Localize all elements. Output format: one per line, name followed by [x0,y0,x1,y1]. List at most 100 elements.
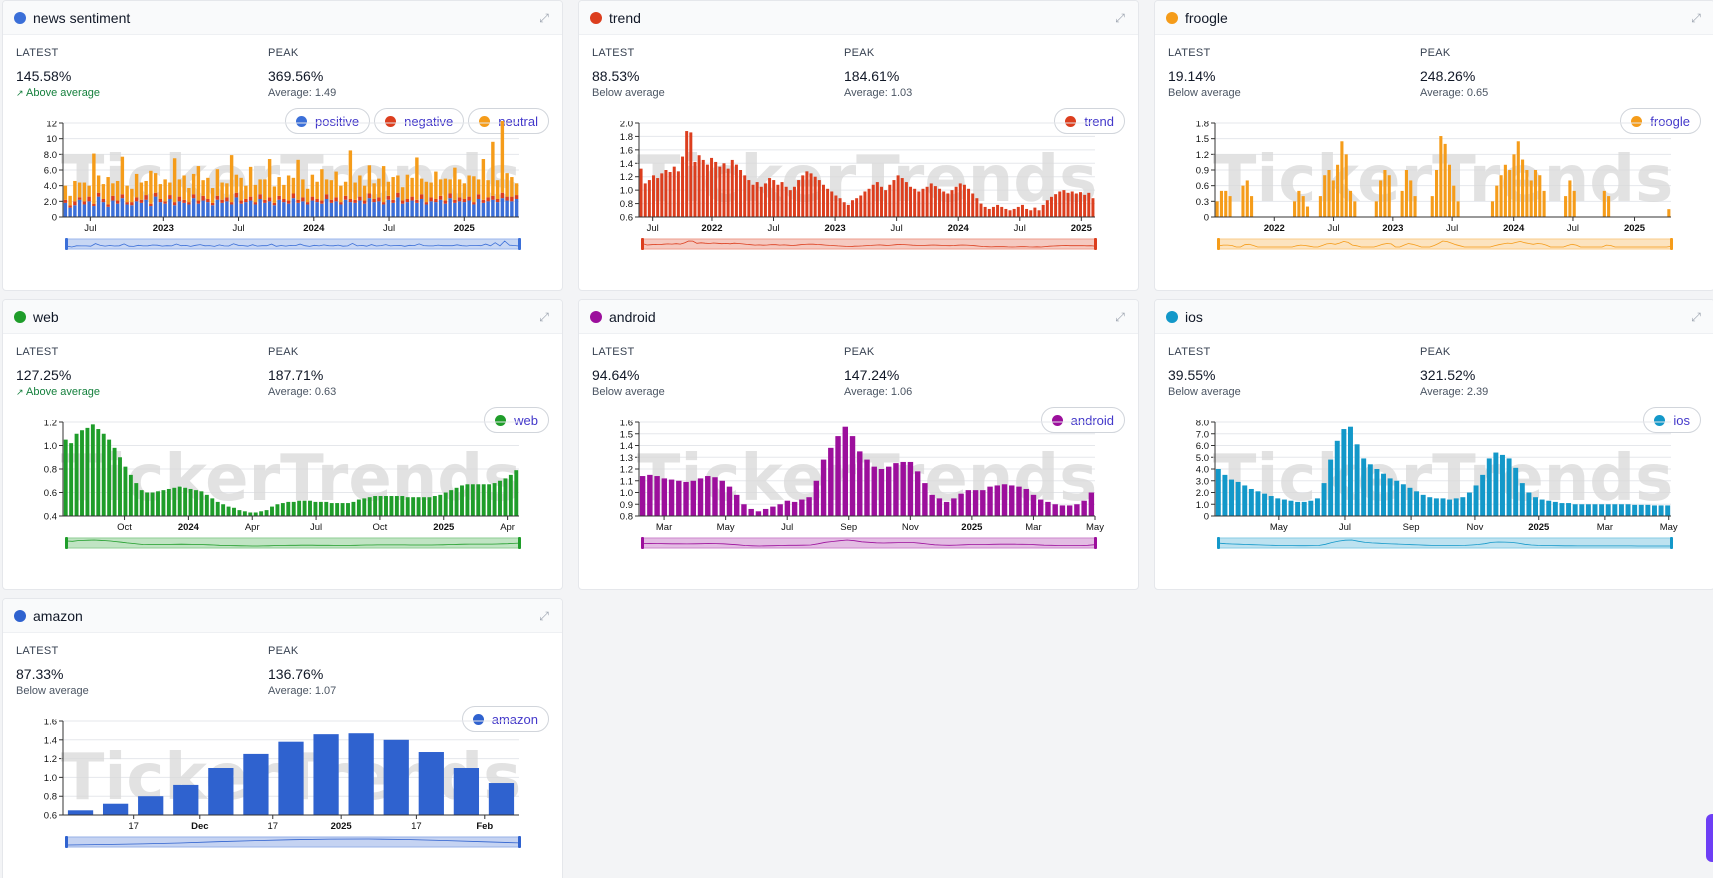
bar-positive[interactable] [191,198,196,217]
bar-positive[interactable] [134,201,139,217]
bar-android[interactable] [683,481,689,516]
bar-trend[interactable] [880,186,884,217]
navigator-window[interactable] [66,537,520,549]
bar-positive[interactable] [120,198,125,217]
bar-positive[interactable] [415,202,419,217]
bar-neutral[interactable] [63,185,68,200]
bar-ios[interactable] [1506,458,1512,516]
bar-positive[interactable] [239,203,243,217]
bar-android[interactable] [734,494,740,516]
navigator-handle-right[interactable] [518,238,521,250]
bar-web[interactable] [112,447,117,516]
bar-negative[interactable] [434,198,438,203]
bar-android[interactable] [994,485,1000,516]
bar-ios[interactable] [1480,474,1486,516]
bar-amazon[interactable] [418,752,444,815]
bar-android[interactable] [864,459,870,516]
bar-positive[interactable] [381,204,386,217]
bar-neutral[interactable] [320,169,324,201]
bar-trend[interactable] [842,202,846,217]
bar-android[interactable] [980,490,986,516]
bar-froogle[interactable] [1413,196,1417,217]
bar-android[interactable] [972,490,979,516]
bar-trend[interactable] [714,161,718,217]
bar-ios[interactable] [1414,491,1420,516]
bar-neutral[interactable] [396,175,400,193]
bar-negative[interactable] [367,193,372,199]
bar-negative[interactable] [510,196,514,202]
navigator-handle-right[interactable] [1094,537,1097,549]
bar-ios[interactable] [1592,504,1598,516]
bar-froogle[interactable] [1241,185,1245,217]
bar-ios[interactable] [1420,494,1426,516]
bar-trend[interactable] [1045,200,1049,217]
bar-web[interactable] [199,491,204,516]
bar-trend[interactable] [975,198,979,217]
bar-froogle[interactable] [1602,190,1606,217]
bar-web[interactable] [264,510,269,516]
bar-android[interactable] [639,476,646,516]
bar-positive[interactable] [286,203,291,217]
bar-trend[interactable] [1004,208,1008,217]
bar-web[interactable] [465,484,470,516]
expand-icon[interactable]: ⤢ [539,10,549,25]
bar-negative[interactable] [139,199,144,203]
bar-amazon[interactable] [208,768,234,815]
bar-neutral[interactable] [291,177,296,194]
bar-trend[interactable] [772,180,776,217]
bar-neutral[interactable] [410,177,414,197]
bar-negative[interactable] [115,200,120,204]
bar-ios[interactable] [1638,504,1644,516]
bar-neutral[interactable] [220,182,224,200]
bar-neutral[interactable] [438,179,443,196]
bar-android[interactable] [922,483,928,516]
bar-positive[interactable] [396,197,400,217]
bar-positive[interactable] [215,199,220,217]
bar-web[interactable] [508,474,513,516]
bar-android[interactable] [893,463,899,516]
bar-neutral[interactable] [514,183,519,196]
bar-android[interactable] [676,480,682,516]
bar-web[interactable] [204,494,209,516]
legend-toggle-android[interactable]: android [1040,407,1125,433]
bar-web[interactable] [470,484,475,516]
bar-positive[interactable] [177,201,182,217]
bar-web[interactable] [389,496,394,516]
bar-positive[interactable] [481,202,486,217]
bar-web[interactable] [85,427,90,516]
navigator-handle-right[interactable] [1670,238,1673,250]
bar-ios[interactable] [1427,497,1433,516]
bar-positive[interactable] [443,203,448,217]
bar-ios[interactable] [1334,440,1340,516]
bar-positive[interactable] [115,203,120,217]
bar-android[interactable] [813,480,820,516]
bar-negative[interactable] [120,194,125,199]
bar-trend[interactable] [676,171,680,217]
bar-ios[interactable] [1559,503,1565,516]
legend-toggle-neutral[interactable]: neutral [468,108,549,134]
bar-android[interactable] [1074,504,1080,516]
bar-trend[interactable] [1000,206,1004,217]
bar-neutral[interactable] [481,159,486,200]
bar-trend[interactable] [1029,210,1033,217]
bar-ios[interactable] [1572,504,1578,516]
bar-froogle[interactable] [1542,190,1546,217]
bar-neutral[interactable] [215,169,220,196]
bar-positive[interactable] [163,203,167,217]
bar-trend[interactable] [942,191,946,217]
bar-ios[interactable] [1539,499,1545,516]
bar-web[interactable] [454,487,459,516]
bar-neutral[interactable] [419,178,424,195]
bar-web[interactable] [476,484,481,516]
bar-positive[interactable] [429,201,433,217]
bar-web[interactable] [318,501,323,516]
bar-negative[interactable] [77,197,82,200]
bar-web[interactable] [128,474,133,516]
bar-trend[interactable] [1037,210,1041,217]
bar-neutral[interactable] [386,181,391,196]
bar-froogle[interactable] [1374,201,1378,217]
bar-negative[interactable] [472,202,476,205]
bar-negative[interactable] [443,200,448,204]
bar-neutral[interactable] [153,173,158,193]
bar-web[interactable] [329,503,334,516]
